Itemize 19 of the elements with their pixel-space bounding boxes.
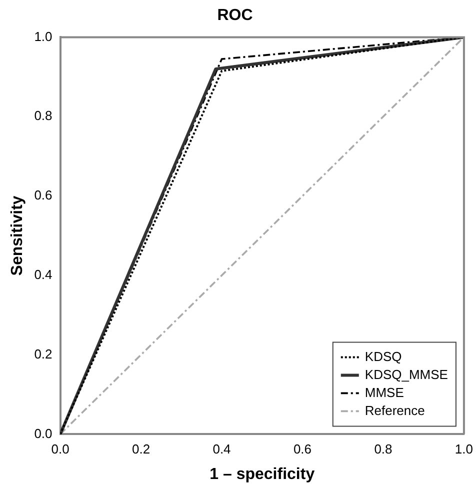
x-tick-label: 1.0 [454, 442, 474, 457]
y-tick-label: 0.0 [34, 426, 52, 441]
y-tick-label: 0.2 [34, 346, 52, 362]
y-axis-title: Sensitivity [9, 196, 26, 276]
x-tick-label: 0.6 [293, 442, 312, 457]
y-tick-label: 0.6 [34, 188, 52, 203]
y-tick-label: 1.0 [34, 28, 52, 44]
legend-label: Reference [364, 402, 425, 418]
legend-label: MMSE [364, 384, 404, 400]
y-tick-label: 0.4 [34, 266, 52, 282]
x-tick-label: 0.4 [212, 442, 231, 457]
x-axis-title: 1 – specificity [210, 466, 315, 483]
legend-label: KDSQ_MMSE [364, 366, 448, 382]
y-tick-label: 0.8 [34, 108, 52, 124]
x-tick-label: 0.2 [132, 442, 150, 457]
chart-title: ROC [217, 7, 254, 24]
legend-label: KDSQ [364, 348, 402, 364]
x-tick-label: 0.0 [51, 442, 70, 457]
x-tick-label: 0.8 [374, 442, 392, 457]
